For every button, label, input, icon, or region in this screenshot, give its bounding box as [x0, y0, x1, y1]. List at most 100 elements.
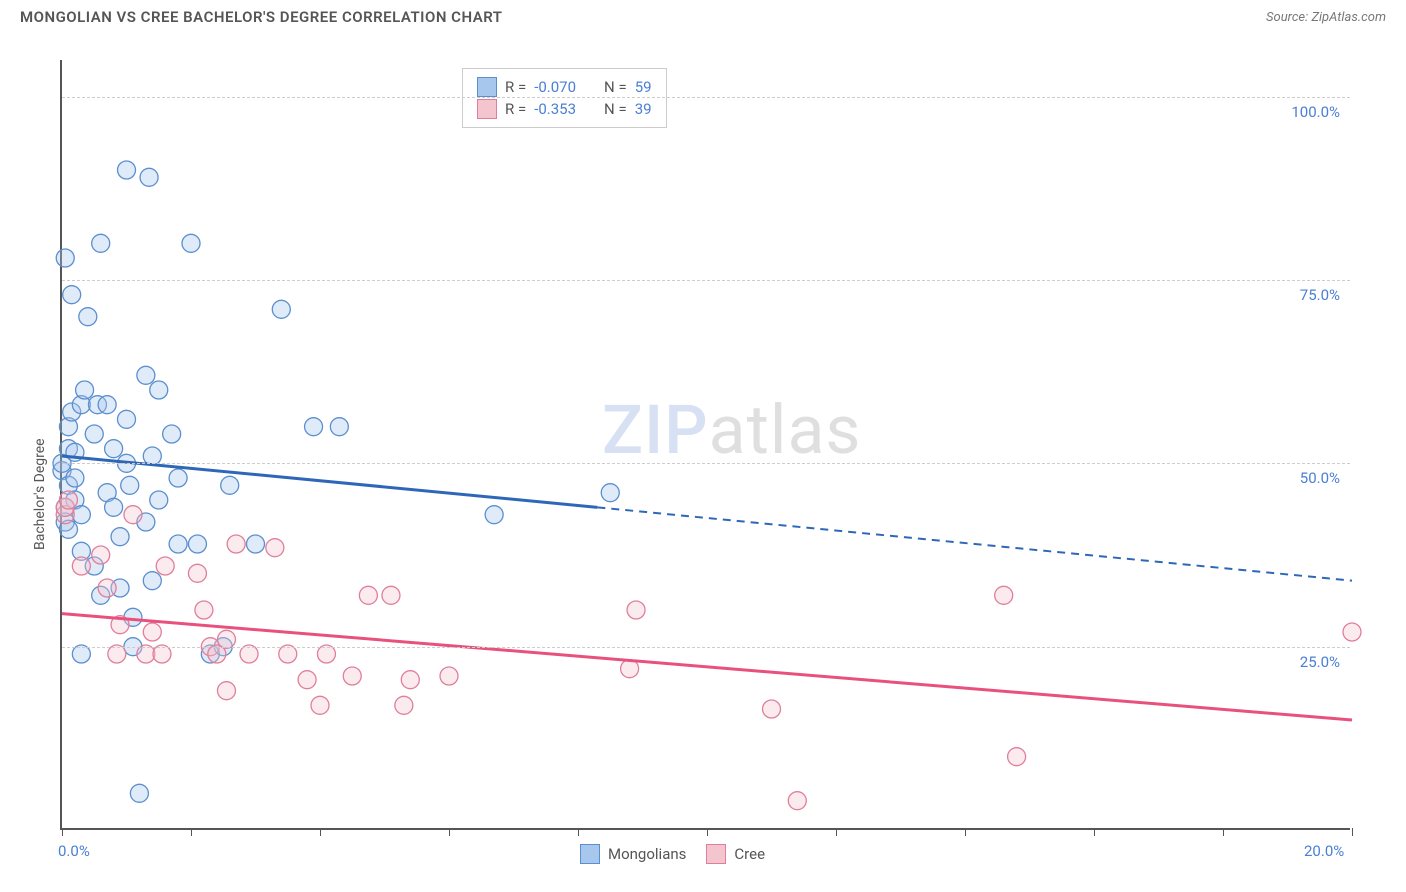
- y-axis-label: Bachelor's Degree: [32, 438, 48, 550]
- xtick: [449, 828, 450, 836]
- swatch-cree: [477, 99, 497, 119]
- scatter-point: [108, 645, 126, 663]
- scatter-point: [188, 564, 206, 582]
- scatter-point: [188, 535, 206, 553]
- swatch-mongolians: [477, 77, 497, 97]
- scatter-point: [72, 645, 90, 663]
- scatter-point: [92, 546, 110, 564]
- scatter-point: [995, 586, 1013, 604]
- xtick: [1094, 828, 1095, 836]
- xtick: [62, 828, 63, 836]
- ytick-label: 75.0%: [1300, 286, 1340, 304]
- scatter-point: [272, 300, 290, 318]
- scatter-point: [92, 234, 110, 252]
- scatter-point: [1343, 623, 1361, 641]
- scatter-point: [382, 586, 400, 604]
- scatter-point: [395, 696, 413, 714]
- scatter-svg: [62, 60, 1350, 828]
- n-value-cree: 39: [635, 100, 652, 118]
- scatter-point: [343, 667, 361, 685]
- scatter-point: [156, 557, 174, 575]
- scatter-point: [63, 286, 81, 304]
- r-label: R =: [505, 78, 526, 96]
- scatter-point: [137, 366, 155, 384]
- scatter-point: [217, 630, 235, 648]
- scatter-point: [153, 645, 171, 663]
- scatter-point: [788, 792, 806, 810]
- source-attribution: Source: ZipAtlas.com: [1266, 10, 1386, 25]
- scatter-point: [143, 623, 161, 641]
- scatter-point: [227, 535, 245, 553]
- scatter-point: [98, 396, 116, 414]
- scatter-point: [72, 506, 90, 524]
- scatter-point: [85, 425, 103, 443]
- scatter-point: [98, 579, 116, 597]
- ytick-label: 50.0%: [1300, 469, 1340, 487]
- scatter-point: [401, 671, 419, 689]
- trend-line-dashed: [597, 507, 1352, 580]
- gridline-h: [62, 647, 1350, 648]
- scatter-point: [195, 601, 213, 619]
- scatter-point: [76, 381, 94, 399]
- scatter-point: [124, 506, 142, 524]
- scatter-point: [305, 418, 323, 436]
- plot-area: ZIPatlas R = -0.070 N = 59 R = -0.353 N …: [60, 60, 1350, 830]
- trend-line-solid: [62, 614, 1352, 720]
- scatter-point: [266, 539, 284, 557]
- scatter-point: [143, 447, 161, 465]
- r-value-cree: -0.353: [534, 100, 576, 118]
- scatter-point: [121, 476, 139, 494]
- scatter-point: [140, 168, 158, 186]
- legend-item-cree: Cree: [706, 844, 765, 864]
- stats-row-cree: R = -0.353 N = 39: [477, 99, 652, 119]
- scatter-point: [56, 249, 74, 267]
- scatter-point: [330, 418, 348, 436]
- scatter-point: [169, 535, 187, 553]
- scatter-point: [105, 498, 123, 516]
- scatter-point: [1008, 748, 1026, 766]
- xtick: [707, 828, 708, 836]
- legend-label-mongolians: Mongolians: [608, 845, 686, 863]
- source-value: ZipAtlas.com: [1311, 10, 1386, 25]
- n-label: N =: [604, 100, 627, 118]
- xtick: [320, 828, 321, 836]
- gridline-h: [62, 280, 1350, 281]
- scatter-point: [137, 645, 155, 663]
- chart-header: MONGOLIAN VS CREE BACHELOR'S DEGREE CORR…: [0, 0, 1406, 30]
- chart-container: Bachelor's Degree ZIPatlas R = -0.070 N …: [20, 40, 1386, 860]
- scatter-point: [118, 410, 136, 428]
- scatter-point: [105, 440, 123, 458]
- scatter-point: [150, 381, 168, 399]
- xtick: [191, 828, 192, 836]
- xtick-label: 20.0%: [1304, 842, 1344, 860]
- legend-swatch-mongolians: [580, 844, 600, 864]
- scatter-point: [130, 784, 148, 802]
- scatter-point: [763, 700, 781, 718]
- scatter-point: [240, 645, 258, 663]
- legend: Mongolians Cree: [580, 844, 765, 864]
- legend-label-cree: Cree: [734, 845, 765, 863]
- scatter-point: [72, 557, 90, 575]
- scatter-point: [440, 667, 458, 685]
- xtick: [965, 828, 966, 836]
- ytick-label: 25.0%: [1300, 653, 1340, 671]
- scatter-point: [150, 491, 168, 509]
- gridline-h: [62, 463, 1350, 464]
- stats-box: R = -0.070 N = 59 R = -0.353 N = 39: [462, 68, 667, 128]
- scatter-point: [111, 528, 129, 546]
- stats-row-mongolians: R = -0.070 N = 59: [477, 77, 652, 97]
- scatter-point: [169, 469, 187, 487]
- legend-item-mongolians: Mongolians: [580, 844, 686, 864]
- scatter-point: [59, 491, 77, 509]
- gridline-h: [62, 97, 1350, 98]
- scatter-point: [118, 161, 136, 179]
- xtick-label: 0.0%: [58, 842, 90, 860]
- scatter-point: [182, 234, 200, 252]
- scatter-point: [217, 682, 235, 700]
- scatter-point: [279, 645, 297, 663]
- scatter-point: [311, 696, 329, 714]
- chart-title: MONGOLIAN VS CREE BACHELOR'S DEGREE CORR…: [20, 8, 503, 26]
- scatter-point: [247, 535, 265, 553]
- scatter-point: [79, 308, 97, 326]
- scatter-point: [317, 645, 335, 663]
